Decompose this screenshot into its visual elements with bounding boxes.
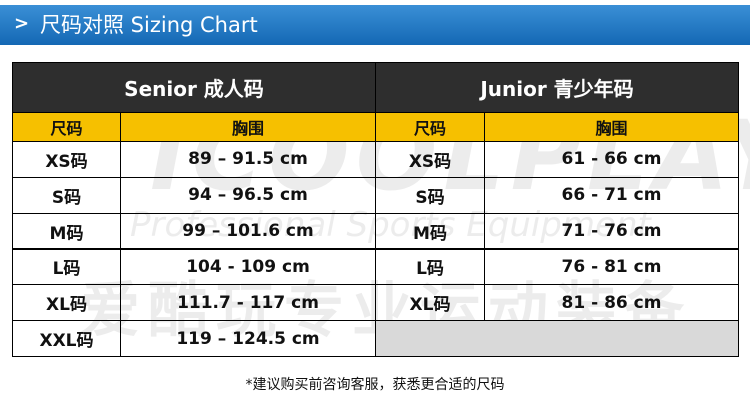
column-header: 胸围 (120, 112, 376, 142)
column-header: 胸围 (484, 112, 739, 142)
table-cell: L码 (375, 248, 485, 286)
header-bar: > 尺码对照 Sizing Chart (0, 5, 750, 45)
header-title: 尺码对照 Sizing Chart (40, 13, 258, 37)
table-cell: 111.7 - 117 cm (120, 284, 376, 322)
column-header: 尺码 (375, 112, 485, 142)
table-cell: 104 - 109 cm (120, 248, 376, 286)
table-cell: 61 - 66 cm (484, 141, 739, 178)
table-cell: XL码 (375, 284, 485, 322)
table-cell: XXL码 (12, 320, 121, 357)
table-cell: 99 – 101.6 cm (120, 212, 376, 250)
group-header: Senior 成人码 (12, 62, 376, 113)
table-cell: 71 - 76 cm (484, 212, 739, 250)
footer-note: *建议购买前咨询客服，获悉更合适的尺码 (245, 377, 505, 393)
table-cell: M码 (12, 212, 121, 250)
table-cell: 94 – 96.5 cm (120, 176, 376, 214)
table-cell: 89 – 91.5 cm (120, 141, 376, 178)
table-cell: XS码 (12, 141, 121, 178)
table-cell: XS码 (375, 141, 485, 178)
table-cell: 76 - 81 cm (484, 248, 739, 286)
group-header: Junior 青少年码 (375, 62, 739, 113)
table-cell: 66 - 71 cm (484, 176, 739, 214)
empty-cell (375, 320, 739, 357)
header-icon: > (14, 13, 30, 34)
column-header: 尺码 (12, 112, 121, 142)
table-cell: M码 (375, 212, 485, 250)
table-cell: 119 – 124.5 cm (120, 320, 376, 357)
table-cell: S码 (375, 176, 485, 214)
table-cell: S码 (12, 176, 121, 214)
table-cell: XL码 (12, 284, 121, 322)
table-cell: 81 - 86 cm (484, 284, 739, 322)
sizing-table: Senior 成人码 Junior 青少年码 尺码 胸围 尺码 胸围 XS码 89 – 91.… (12, 62, 739, 357)
table-cell: L码 (12, 248, 121, 286)
